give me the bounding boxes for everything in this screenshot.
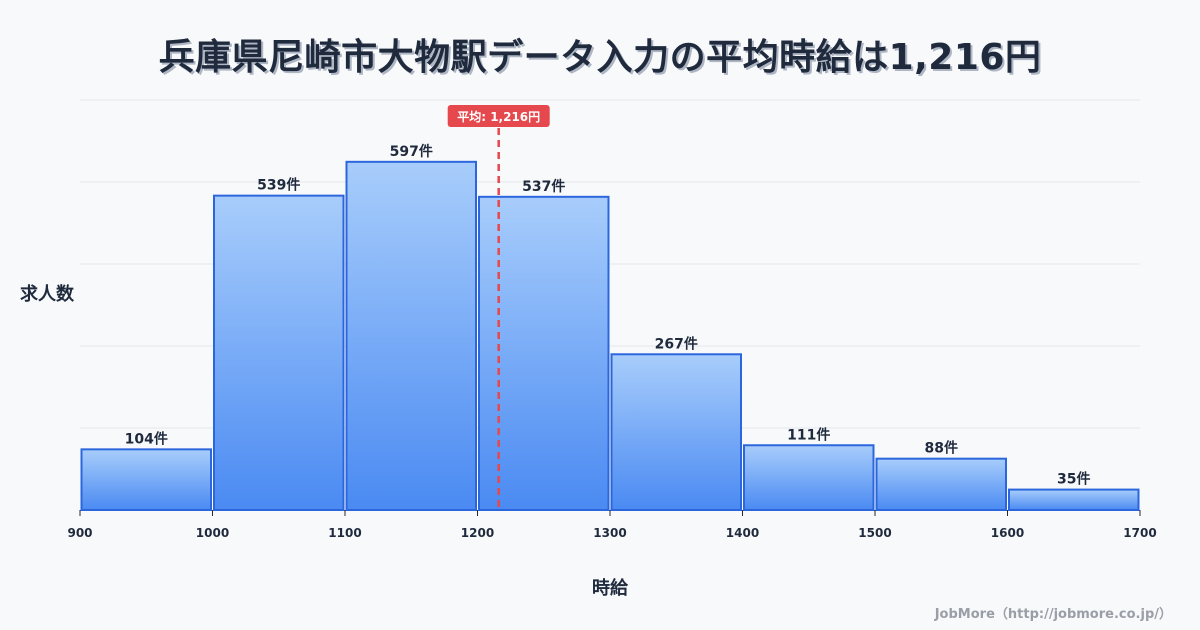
x-tick-label: 1000 — [196, 526, 229, 540]
histogram-bar — [213, 194, 345, 512]
x-tick-label: 1400 — [726, 526, 759, 540]
bar-value-label: 537件 — [522, 178, 565, 195]
x-tick-label: 1300 — [593, 526, 626, 540]
bar-value-label: 597件 — [390, 143, 433, 160]
histogram-bar — [80, 448, 212, 512]
x-tick-label: 1100 — [328, 526, 361, 540]
bar-value-label: 88件 — [925, 440, 958, 457]
chart-title: 兵庫県尼崎市大物駅データ入力の平均時給は1,216円 — [158, 37, 1042, 78]
bar-value-label: 111件 — [787, 426, 830, 443]
histogram-bar — [1008, 488, 1140, 512]
bar-value-label: 104件 — [125, 430, 168, 447]
y-axis-label: 求人数 — [20, 284, 74, 305]
histogram-bar — [610, 353, 742, 511]
x-tick-label: 1200 — [461, 526, 494, 540]
mean-badge — [447, 105, 550, 127]
mean-badge-label: 平均: 1,216円 — [457, 109, 540, 124]
histogram-bar — [743, 444, 875, 511]
x-tick-label: 1700 — [1123, 526, 1156, 540]
mean-marker: 平均: 1,216円 — [447, 105, 550, 510]
bar-value-label: 267件 — [655, 335, 698, 352]
x-tick-label: 900 — [67, 526, 92, 540]
x-tick-label: 1600 — [991, 526, 1024, 540]
x-axis: 900 1000 1100 1200 1300 1400 1500 1600 1700 — [67, 510, 1157, 540]
bars: 104件 539件 597件 537件 267件 111件 88件 35件 — [80, 143, 1140, 512]
bar-value-label: 35件 — [1057, 471, 1090, 488]
histogram-bar — [478, 195, 610, 511]
x-tick-label: 1500 — [858, 526, 891, 540]
histogram-bar — [875, 457, 1007, 511]
x-axis-label: 時給 — [592, 578, 628, 599]
source-credit: JobMore（http://jobmore.co.jp/） — [934, 607, 1172, 622]
histogram-bar — [345, 160, 477, 511]
bar-value-label: 539件 — [257, 177, 300, 194]
